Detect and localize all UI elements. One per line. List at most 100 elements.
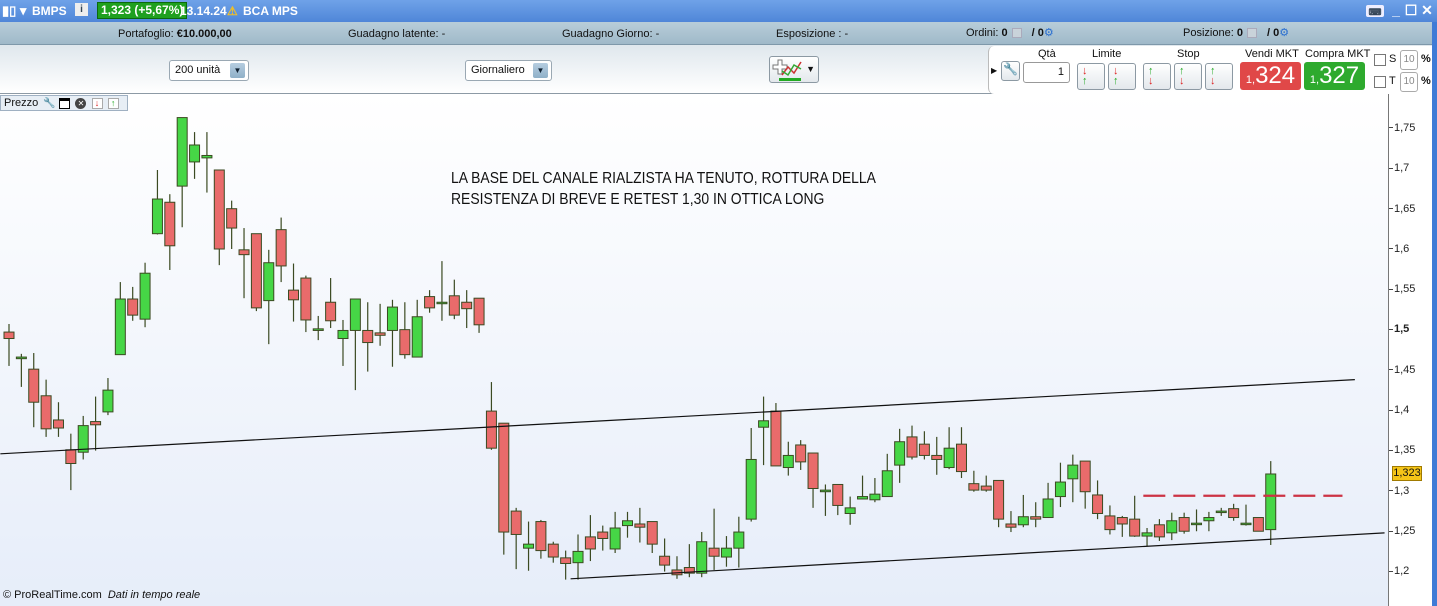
candle-down	[300, 277, 312, 321]
arrow-up-icon: ↑	[1148, 65, 1154, 77]
window-icon[interactable]	[59, 97, 71, 109]
symbol[interactable]: BMPS	[32, 4, 67, 18]
candle-down	[374, 332, 386, 336]
move-up-icon[interactable]: ↑	[107, 97, 119, 109]
move-down-icon[interactable]: ↓	[91, 97, 103, 109]
candle-down	[795, 444, 807, 463]
candle-down	[1153, 524, 1165, 538]
minimize-button[interactable]: _	[1392, 2, 1400, 18]
close-button[interactable]: ✕	[1421, 2, 1433, 18]
candle-up	[139, 272, 151, 320]
gear-icon[interactable]: ⚙	[1279, 27, 1290, 39]
percent-label: %	[1421, 53, 1431, 65]
sell-price-prefix: 1,	[1245, 74, 1256, 86]
candle-down	[325, 301, 337, 322]
positions[interactable]: Posizione: 0 / 0⚙	[1183, 26, 1289, 39]
candle-up	[572, 550, 584, 564]
candle-up	[844, 507, 856, 514]
candle-down	[547, 543, 559, 558]
candle-up	[349, 298, 361, 331]
orders-total: / 0	[1031, 27, 1044, 39]
candle-up	[189, 144, 201, 163]
candle-down	[275, 229, 287, 267]
add-indicator-button[interactable]: ▼	[769, 56, 819, 83]
target-checkbox[interactable]	[1374, 76, 1386, 88]
stop-trailing-button[interactable]: ↑ ↓	[1205, 63, 1233, 90]
candle-down	[399, 329, 411, 356]
stop-edit-button[interactable]: ↑ ↓	[1174, 63, 1202, 90]
stop-checkbox[interactable]	[1374, 54, 1386, 66]
y-tick-label: 1,75	[1389, 122, 1415, 134]
orders[interactable]: Ordini: 0 / 0⚙	[966, 26, 1054, 39]
latent-gain-label: Guadagno latente:	[348, 28, 439, 40]
candle-up	[622, 520, 633, 527]
candle-up	[609, 527, 621, 550]
candle-down	[1030, 516, 1042, 520]
account-status-bar: Portafoglio: €10.000,00 Guadagno latente…	[0, 22, 1432, 45]
buy-mkt-button[interactable]: 1,327	[1304, 62, 1365, 90]
y-tick-label: 1,65	[1389, 203, 1415, 215]
gear-icon[interactable]: ⚙	[1043, 27, 1054, 39]
units-value: 200 unità	[175, 64, 221, 76]
price-change-badge: 1,323 (+5,67%)	[97, 2, 188, 19]
candle-down	[485, 410, 497, 449]
window-border	[1432, 22, 1437, 606]
stop-percent-input[interactable]: 10	[1400, 50, 1418, 70]
candle-down	[498, 422, 510, 533]
wrench-button[interactable]: 🔧	[1001, 61, 1020, 81]
candle-down	[448, 295, 460, 316]
period-value: Giornaliero	[471, 64, 525, 76]
info-icon[interactable]: i	[75, 3, 88, 16]
chart-area[interactable]	[0, 94, 1432, 606]
realtime-label: Dati in tempo reale	[107, 589, 201, 601]
units-select[interactable]: 200 unità ▼	[169, 60, 249, 81]
candle-down	[250, 233, 262, 309]
price-chart[interactable]	[0, 95, 1388, 603]
portfolio-label: Portafoglio:	[118, 28, 174, 40]
price-axis[interactable]: 1,75 1,7 1,65 1,6 1,55 1,5 1,45 1,4 1,35 1,3 1,25 1…	[1388, 94, 1432, 606]
sell-mkt-button[interactable]: 1,324	[1240, 62, 1301, 90]
candle-down	[535, 521, 547, 552]
portfolio-value: €10.000,00	[176, 28, 232, 40]
candle-down	[65, 449, 77, 465]
sell-mkt-label: Vendi MKT	[1245, 48, 1299, 60]
candle-down	[40, 395, 52, 430]
candle-up	[1191, 522, 1203, 526]
candle-down	[906, 436, 918, 458]
y-tick-label: 1,35	[1389, 444, 1415, 456]
close-positions-icon[interactable]	[1246, 28, 1257, 39]
footer: © ProRealTime.com Dati in tempo reale	[3, 589, 200, 601]
maximize-button[interactable]: ☐	[1404, 2, 1418, 18]
candle-down	[473, 297, 485, 326]
limit-order-button[interactable]: ↓ ↑	[1077, 63, 1105, 90]
orders-count: 0	[1001, 27, 1008, 39]
target-percent-input[interactable]: 10	[1400, 72, 1418, 92]
candle-up	[869, 493, 881, 501]
stop-checkbox-label: S	[1389, 53, 1397, 65]
y-tick-label: 1,45	[1389, 364, 1415, 376]
stop-order-button[interactable]: ↑ ↓	[1143, 63, 1171, 90]
close-icon[interactable]: ✕	[75, 97, 87, 109]
period-select[interactable]: Giornaliero ▼	[465, 60, 552, 81]
keyboard-icon[interactable]: ⌨	[1366, 5, 1384, 17]
y-tick-label: 1,5	[1389, 323, 1409, 335]
arrow-up-icon: ↑	[1210, 65, 1216, 77]
cancel-orders-icon[interactable]	[1011, 28, 1022, 39]
candlestick-icon[interactable]: ▮▯ ▾	[2, 3, 27, 18]
candle-down	[1092, 494, 1104, 514]
candle-down	[1116, 517, 1128, 525]
y-tick-label: 1,2	[1389, 565, 1409, 577]
qty-input[interactable]: 1	[1023, 62, 1070, 83]
candle-up	[881, 470, 893, 498]
candle-down	[931, 454, 943, 460]
candle-up	[696, 541, 708, 574]
candle-down	[832, 483, 844, 506]
wrench-icon[interactable]: 🔧	[43, 97, 56, 109]
panel-title: Prezzo	[4, 97, 39, 109]
annotation-line-1: LA BASE DEL CANALE RIALZISTA HA TENUTO, …	[451, 170, 876, 187]
channel-trendline	[0, 379, 1355, 455]
percent-label: %	[1421, 75, 1431, 87]
collapse-arrow-icon[interactable]: ▶	[991, 66, 998, 75]
limit-edit-button[interactable]: ↓ ↑	[1108, 63, 1136, 90]
candle-up	[337, 329, 349, 340]
